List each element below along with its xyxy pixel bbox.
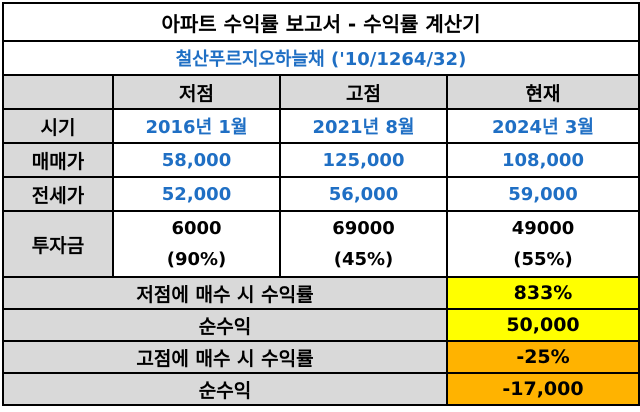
low-buy-return-row: 저점에 매수 시 수익률 833%	[2, 276, 640, 310]
investment-high-amount: 69000	[332, 217, 395, 239]
high-buy-profit-value: -17,000	[446, 372, 640, 406]
profit-report-table: 아파트 수익률 보고서 - 수익률 계산기 철산푸르지오하늘채 ('10/126…	[2, 2, 640, 406]
investment-current-amount: 49000	[511, 217, 575, 239]
sale-price-low: 58,000	[112, 142, 281, 178]
investment-label: 투자금	[2, 210, 114, 278]
investment-low-amount: 6000	[171, 217, 222, 239]
investment-row: 투자금 6000 (90%) 69000 (45%) 49000 (55%)	[2, 210, 640, 278]
low-buy-profit-label: 순수익	[2, 308, 448, 342]
period-row: 시기 2016년 1월 2021년 8월 2024년 3월	[2, 108, 640, 144]
sale-price-row: 매매가 58,000 125,000 108,000	[2, 142, 640, 178]
low-buy-profit-value: 50,000	[446, 308, 640, 342]
low-buy-return-label: 저점에 매수 시 수익률	[2, 276, 448, 310]
high-buy-profit-row: 순수익 -17,000	[2, 372, 640, 406]
period-label: 시기	[2, 108, 114, 144]
investment-low-cell: 6000 (90%)	[112, 210, 281, 278]
investment-high-cell: 69000 (45%)	[279, 210, 448, 278]
sale-price-high: 125,000	[279, 142, 448, 178]
investment-current-cell: 49000 (55%)	[446, 210, 640, 278]
period-high: 2021년 8월	[279, 108, 448, 144]
low-buy-return-value: 833%	[446, 276, 640, 310]
high-buy-return-label: 고점에 매수 시 수익률	[2, 340, 448, 374]
header-corner	[2, 74, 114, 110]
header-current: 현재	[446, 74, 640, 110]
high-buy-return-value: -25%	[446, 340, 640, 374]
jeonse-price-current: 59,000	[446, 176, 640, 212]
jeonse-price-label: 전세가	[2, 176, 114, 212]
investment-low-ratio: (90%)	[166, 248, 227, 270]
period-low: 2016년 1월	[112, 108, 281, 144]
sale-price-label: 매매가	[2, 142, 114, 178]
jeonse-price-high: 56,000	[279, 176, 448, 212]
column-header-row: 저점 고점 현재	[2, 74, 640, 110]
period-current: 2024년 3월	[446, 108, 640, 144]
report-title: 아파트 수익률 보고서 - 수익률 계산기	[2, 2, 640, 42]
jeonse-price-row: 전세가 52,000 56,000 59,000	[2, 176, 640, 212]
investment-current-ratio: (55%)	[513, 248, 573, 270]
header-low-point: 저점	[112, 74, 281, 110]
low-buy-profit-row: 순수익 50,000	[2, 308, 640, 342]
investment-high-ratio: (45%)	[333, 248, 394, 270]
high-buy-return-row: 고점에 매수 시 수익률 -25%	[2, 340, 640, 374]
sale-price-current: 108,000	[446, 142, 640, 178]
apartment-name: 철산푸르지오하늘채 ('10/1264/32)	[2, 40, 640, 76]
high-buy-profit-label: 순수익	[2, 372, 448, 406]
jeonse-price-low: 52,000	[112, 176, 281, 212]
header-high-point: 고점	[279, 74, 448, 110]
